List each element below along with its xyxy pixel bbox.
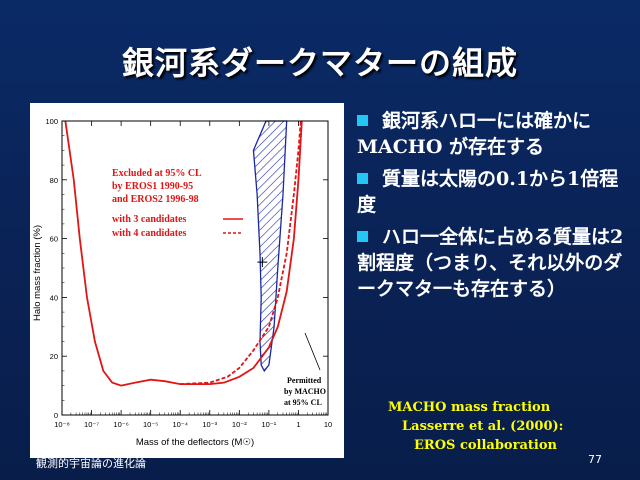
caption-line1: MACHO mass fraction [388,400,551,415]
legend-excluded-label: Excluded at 95% CL [112,168,202,179]
x-tick-label: 1 [296,420,300,429]
permitted-region [252,120,288,373]
x-tick-label: 10⁻⁵ [143,420,158,429]
annotation-line2: by MACHO [284,387,326,396]
page-number: 77 [588,453,602,466]
y-tick-label: 20 [50,352,58,361]
figure-caption: MACHO mass fraction Lasserre et al. (200… [388,398,588,455]
legend-solid-label: with 3 candidates [112,214,187,225]
x-tick-label: 10⁻⁷ [84,420,99,429]
bullet-item: 質量は太陽の0.1から1倍程度 [357,166,625,218]
annotation-line3: at 95% CL [284,398,322,407]
bullet-item: 銀河系ハロ一には確かにMACHO が存在する [357,108,625,160]
bullet-text: 銀河系ハロ一には確かにMACHO が存在する [357,110,592,158]
exclusion-curve-4-candidates [180,120,302,386]
caption-line3: EROS collaboration [414,438,557,453]
y-tick-label: 80 [50,176,58,185]
bullet-list: 銀河系ハロ一には確かにMACHO が存在する 質量は太陽の0.1から1倍程度 ハ… [357,108,625,308]
legend-dashed-label: with 4 candidates [112,228,187,239]
legend-survey2: and EROS2 1996-98 [112,194,199,205]
caption-line2: Lasserre et al. (2000): [402,419,564,434]
bullet-square-icon [357,115,368,126]
halo-fraction-figure: 10⁻⁸ 10⁻⁷ 10⁻⁶ 10⁻⁵ 10⁻⁴ 10⁻³ 10⁻² 10⁻¹ 1 10 0 20 40… [30,103,344,458]
plot-frame [61,120,329,416]
bullet-text: ハロ一全体に占める質量は2割程度（つまり、それ以外のダークマタ一も存在する） [357,226,624,300]
halo-fraction-chart: 10⁻⁸ 10⁻⁷ 10⁻⁶ 10⁻⁵ 10⁻⁴ 10⁻³ 10⁻² 10⁻¹ 1 1002040… [32,117,332,448]
annotation-line1: Permitted [287,376,322,385]
y-axis-label: Halo mass fraction (%) [32,225,43,321]
x-tick-label: 10⁻⁸ [54,420,69,429]
y-tick-label: 40 [50,293,58,302]
x-tick-label: 10 [324,420,332,429]
y-tick-label: 60 [50,235,58,244]
x-tick-label: 10⁻¹ [261,420,276,429]
slide-title: 銀河系ダークマターの組成 [121,44,518,82]
bullet-text: 質量は太陽の0.1から1倍程度 [357,168,619,216]
x-axis-label: Mass of the deflectors (M☉) [136,437,254,448]
x-tick-label: 10⁻⁶ [113,420,128,429]
y-tick-label: 0 [54,411,58,420]
exclusion-curve-3-candidates [64,120,303,387]
x-tick-label: 10⁻⁴ [172,420,188,429]
y-tick-label: 100 [45,117,58,126]
footer-course-title: 観測的宇宙論の進化論 [36,457,146,470]
bullet-square-icon [357,231,368,242]
annotation-arrow [304,332,321,371]
bullet-item: ハロ一全体に占める質量は2割程度（つまり、それ以外のダークマタ一も存在する） [357,224,625,302]
x-tick-label: 10⁻² [232,420,247,429]
x-tick-label: 10⁻³ [202,420,217,429]
bullet-square-icon [357,173,368,184]
legend-survey1: by EROS1 1990-95 [112,181,193,192]
